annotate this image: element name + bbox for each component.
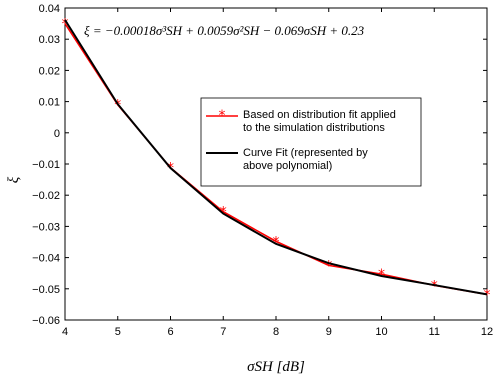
legend-label-black-line1: Curve Fit (represented by xyxy=(243,147,368,159)
x-tick-label: 4 xyxy=(62,326,68,338)
y-tick-label: −0.04 xyxy=(32,253,60,265)
y-tick-label: −0.02 xyxy=(32,190,60,202)
data-point-marker: * xyxy=(325,258,332,274)
equation-annotation: ξ = −0.00018σ³SH + 0.0059σ²SH − 0.069σSH… xyxy=(84,23,365,38)
legend: * Based on distribution fit applied to t… xyxy=(200,97,422,187)
legend-marker-red: * xyxy=(219,108,226,124)
legend-box xyxy=(200,97,422,187)
y-tick-label: −0.05 xyxy=(32,284,60,296)
x-tick-label: 6 xyxy=(167,326,173,338)
y-axis-label: ξ xyxy=(6,176,22,183)
x-tick-label: 9 xyxy=(326,326,332,338)
x-tick-label: 11 xyxy=(429,326,440,338)
data-point-marker: * xyxy=(62,17,69,33)
series-line-curve-fit xyxy=(64,19,488,296)
y-tick-label: 0.02 xyxy=(39,65,60,77)
y-tick-label: 0.03 xyxy=(39,34,60,46)
y-tick-label: −0.01 xyxy=(32,159,60,171)
y-tick-label: 0.01 xyxy=(39,97,60,109)
x-tick-label: 8 xyxy=(273,326,279,338)
y-tick-label: 0.04 xyxy=(39,3,60,15)
data-point-marker: * xyxy=(114,98,121,114)
x-tick-label: 7 xyxy=(220,326,226,338)
y-tick-label: −0.06 xyxy=(32,315,60,327)
x-tick-label: 5 xyxy=(115,326,121,338)
y-tick-label: 0 xyxy=(54,128,60,140)
x-tick-label: 12 xyxy=(481,326,493,338)
y-tick-label: −0.03 xyxy=(32,221,60,233)
data-point-marker: * xyxy=(273,234,280,250)
x-tick-label: 10 xyxy=(375,326,387,338)
data-point-marker: * xyxy=(431,278,438,294)
series-layer: ********* xyxy=(62,17,491,304)
data-point-marker: * xyxy=(484,287,491,303)
axis-ticks: 4 5 6 7 8 9 10 11 12 −0.06 −0.05 −0.04 −0.03 −0.02 −0.… xyxy=(32,3,493,338)
legend-label-black-line2: above polynomial) xyxy=(243,160,332,172)
legend-label-red-line1: Based on distribution fit applied xyxy=(243,109,396,121)
x-axis-label: σSH [dB] xyxy=(247,359,305,375)
legend-label-red-line2: to the simulation distributions xyxy=(243,122,385,134)
